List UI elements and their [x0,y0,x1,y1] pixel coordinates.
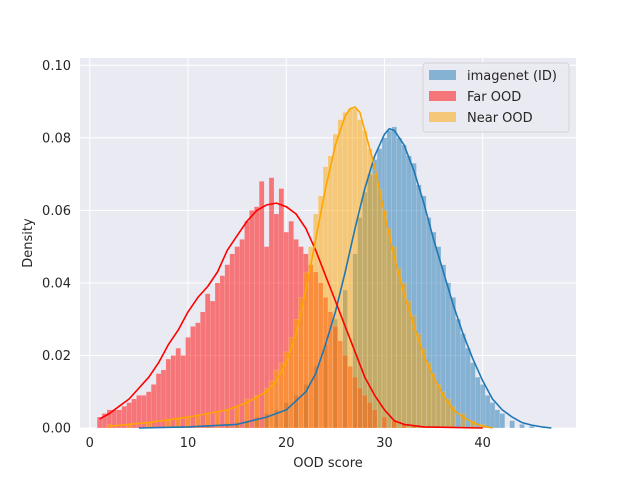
histogram-bar-near-ood [332,134,338,429]
y-tick-label: 0.10 [42,59,71,74]
histogram-bar-near-ood [337,119,343,429]
histogram-bar-imagenet-id [499,413,505,429]
legend-swatch-far-ood [429,91,456,101]
histogram-bar-near-ood [391,246,397,429]
histogram-bar-near-ood [416,333,422,429]
histogram-bar-near-ood [406,300,412,429]
histogram-bar-near-ood [401,282,407,429]
histogram-bar-near-ood [376,188,383,429]
histogram-bar-far-ood [219,275,226,429]
legend-label-near-ood: Near OOD [467,111,533,126]
histogram-bar-near-ood [362,130,368,429]
histogram-bar-imagenet-id [475,377,481,429]
histogram-bar-far-ood [249,210,255,429]
histogram-bars [97,108,535,429]
histogram-bar-near-ood [426,362,432,429]
histogram-bar-far-ood [165,358,172,429]
histogram-bar-far-ood [259,181,265,429]
x-tick-label: 30 [376,436,393,451]
histogram-bar-far-ood [170,355,176,429]
histogram-bar-imagenet-id [519,424,525,429]
histogram-bar-imagenet-id [465,348,471,429]
histogram-bar-near-ood [293,319,299,429]
kde-line-far-ood [99,202,483,429]
histogram-bar-far-ood [254,206,260,429]
x-axis-label: OOD score [293,456,363,471]
legend-label-imagenet: imagenet (ID) [467,69,557,84]
histogram-bar-far-ood [234,246,240,429]
histogram-bar-imagenet-id [529,426,535,429]
x-tick-label: 10 [180,436,197,451]
histogram-bar-far-ood [239,239,245,429]
y-tick-label: 0.02 [42,349,71,364]
histogram-bar-far-ood [185,337,191,429]
histogram-bar-far-ood [224,264,230,429]
histogram-bar-far-ood [195,322,201,429]
histogram-bar-near-ood [396,268,402,429]
histogram-bar-near-ood [357,119,363,429]
histogram-bar-far-ood [175,348,181,429]
histogram-bar-near-ood [372,173,378,429]
histogram-bar-far-ood [205,293,211,429]
histogram-bar-far-ood [209,300,216,429]
x-tick-label: 40 [474,436,491,451]
histogram-bar-near-ood [244,398,250,429]
histogram-bar-near-ood [318,195,324,429]
histogram-bar-imagenet-id [509,420,515,429]
histogram-bar-imagenet-id [480,384,486,429]
legend-frame [422,62,570,133]
legend-swatch-near-ood [429,112,456,122]
histogram-bar-near-ood [347,108,353,429]
kde-curves [99,106,552,429]
histogram-bar-far-ood [200,311,206,429]
histogram-bar-far-ood [214,282,221,429]
y-tick-label: 0.00 [42,422,71,437]
x-tick-label: 20 [278,436,295,451]
histogram-bar-far-ood [160,369,167,429]
legend-swatch-imagenet [429,70,456,80]
histogram-bar-far-ood [155,373,162,429]
histogram-bar-far-ood [229,253,235,429]
x-tick-label: 0 [86,436,94,451]
histogram-bar-imagenet-id [484,395,491,429]
y-tick-label: 0.06 [42,204,71,219]
kde-line-near-ood [109,106,493,429]
histogram-bar-far-ood [101,413,108,429]
histogram-bar-far-ood [190,326,196,429]
histogram-bar-near-ood [254,395,260,429]
axis-tick-labels: 0 10 20 30 40 0.00 0.02 0.04 0.06 0.08 0.10 [42,59,491,451]
histogram-bar-near-ood [352,108,358,429]
histogram-bar-near-ood [386,228,392,429]
histogram-bar-near-ood [264,387,270,429]
legend: imagenet (ID) Far OOD Near OOD [422,62,570,133]
histogram-bar-near-ood [381,210,388,429]
legend-label-far-ood: Far OOD [467,90,521,105]
histogram-bar-imagenet-id [470,362,476,429]
histogram-bar-far-ood [116,409,122,429]
histogram-bar-imagenet-id [489,402,496,429]
y-tick-label: 0.08 [42,131,71,146]
histogram-bar-imagenet-id [494,409,501,429]
histogram-bar-far-ood [244,221,250,429]
y-axis-label: Density [21,218,36,268]
kde-line-imagenet-id [138,127,552,429]
y-tick-label: 0.04 [42,276,71,291]
histogram-bar-near-ood [322,166,329,429]
